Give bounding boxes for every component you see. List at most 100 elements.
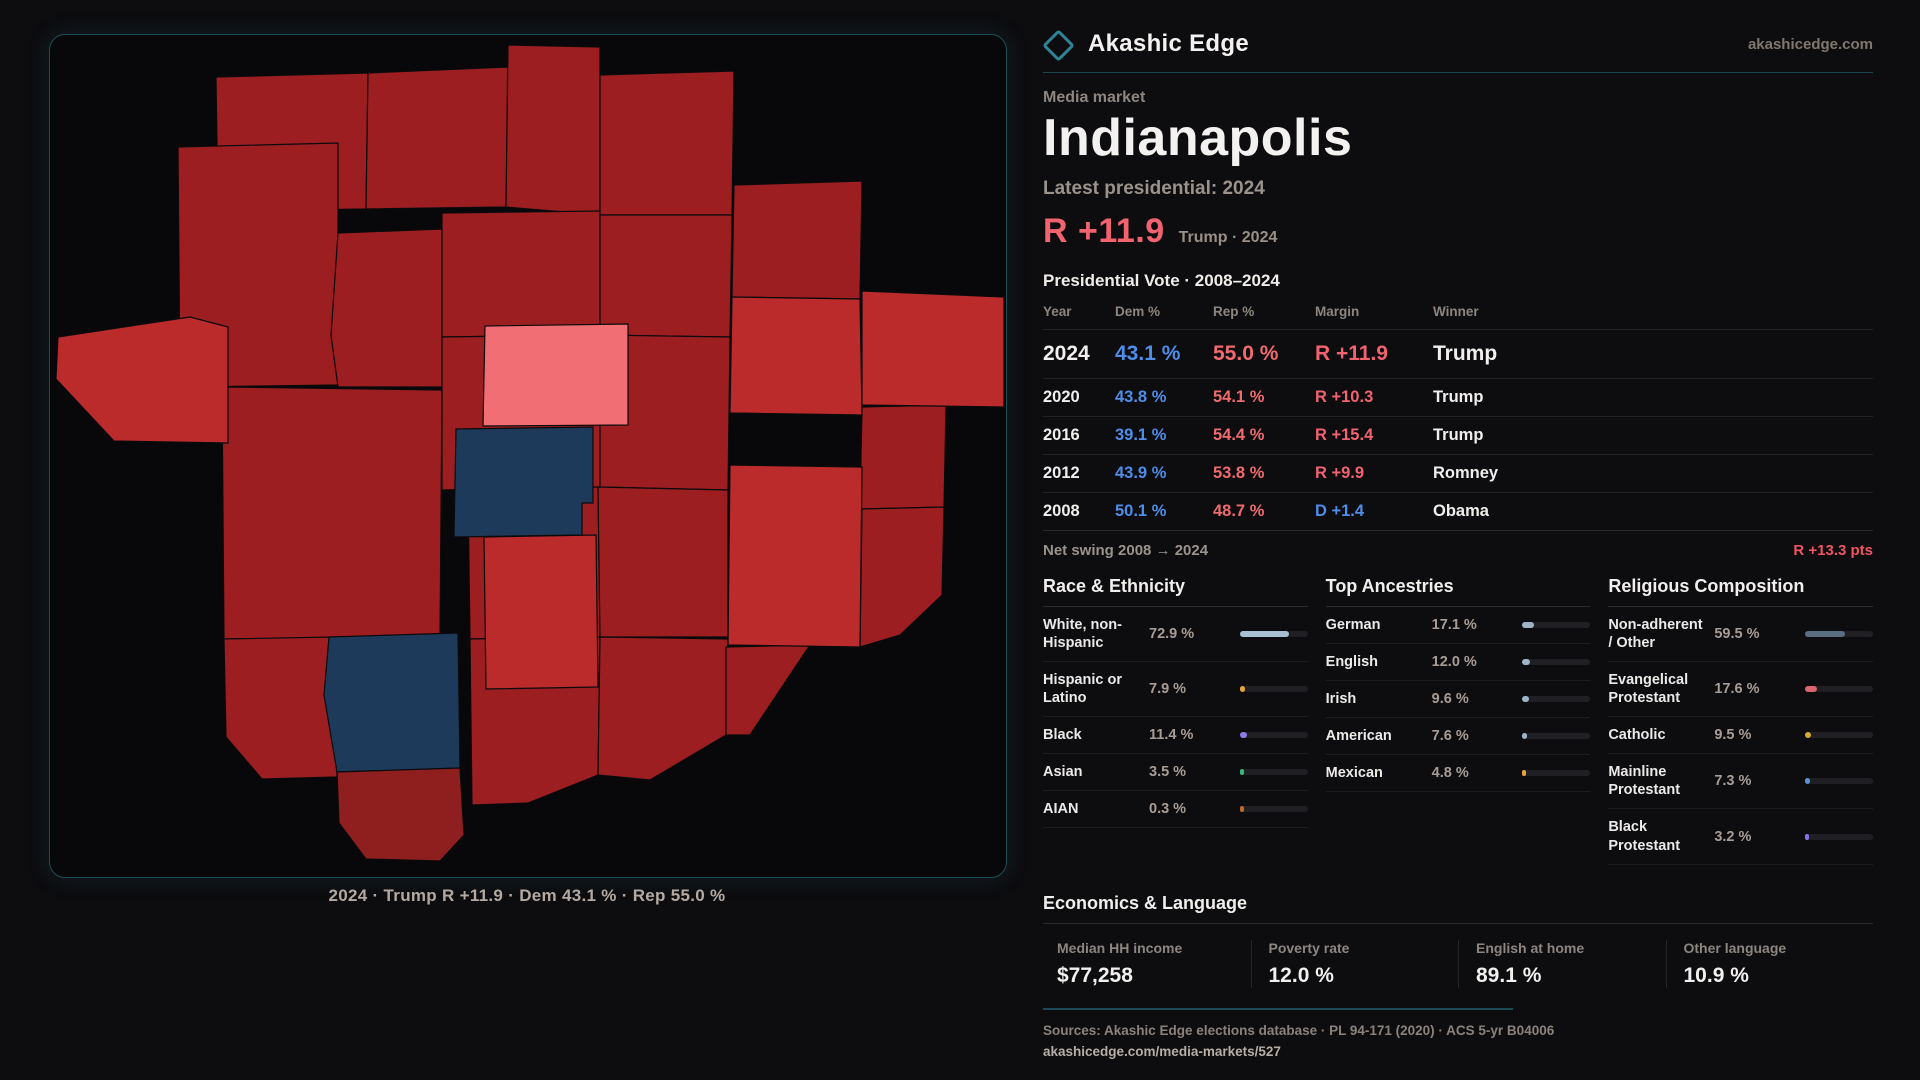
- demographic-bar-track: [1522, 695, 1591, 702]
- stat-value: 89.1 %: [1476, 963, 1542, 987]
- demographic-bar-track: [1522, 621, 1591, 628]
- vote-year: 2016: [1043, 425, 1080, 444]
- demographic-value: 17.1 %: [1431, 616, 1477, 633]
- demographic-value: 0.3 %: [1149, 801, 1187, 818]
- economics-stat: Other language 10.9 %: [1665, 939, 1874, 988]
- vote-winner: Trump: [1433, 425, 1484, 444]
- county-shape: [482, 323, 629, 427]
- demographic-row: AIAN 0.3 %: [1043, 791, 1308, 829]
- vote-table: Year Dem % Rep % Margin Winner 2024 43.1 % 55.…: [1043, 295, 1873, 572]
- county-shape: [365, 66, 509, 210]
- vote-table-title: Presidential Vote · 2008–2024: [1043, 270, 1280, 290]
- vote-table-header: Year Dem % Rep % Margin Winner: [1043, 295, 1873, 329]
- demographic-bar-fill: [1522, 695, 1529, 702]
- demographic-label: Irish: [1325, 690, 1357, 707]
- demographic-row: Black 11.4 %: [1043, 717, 1308, 755]
- demographic-label: White, non-Hispanic: [1043, 616, 1122, 651]
- demographic-label: Mainline Protestant: [1608, 764, 1681, 799]
- demographic-value: 7.9 %: [1149, 680, 1187, 697]
- county-shape: [221, 386, 443, 640]
- demographic-bar-fill: [1522, 770, 1527, 777]
- demographic-label: Hispanic or Latino: [1043, 671, 1122, 706]
- stat-value: $77,258: [1057, 963, 1133, 987]
- stat-value: 10.9 %: [1683, 963, 1749, 987]
- demographic-row: English 12.0 %: [1325, 644, 1591, 681]
- demographic-bar-track: [1804, 732, 1873, 739]
- latest-presidential-label: Latest presidential: 2024: [1043, 177, 1265, 199]
- county-shape: [729, 296, 863, 416]
- county-shape: [731, 180, 863, 300]
- demographic-value: 12.0 %: [1431, 653, 1477, 670]
- demographics-panel: Top Ancestries German 17.1 % English 12.0 % I…: [1325, 576, 1591, 865]
- economics-stats: Median HH income $77,258 Poverty rate 12.0 …: [1043, 939, 1874, 988]
- county-shape: [505, 44, 601, 216]
- demographic-label: Mexican: [1325, 765, 1383, 782]
- vote-dem-pct: 43.1 %: [1115, 341, 1181, 365]
- demographic-row: Irish 9.6 %: [1325, 681, 1591, 718]
- vote-margin: R +11.9: [1315, 341, 1388, 365]
- county-shape: [727, 464, 863, 648]
- county-shape: [330, 228, 443, 388]
- vote-rep-pct: 54.1 %: [1213, 387, 1265, 406]
- demographic-bar-fill: [1804, 833, 1810, 840]
- county-shape: [599, 70, 735, 216]
- demographic-row: Mexican 4.8 %: [1325, 755, 1591, 793]
- county-map-panel[interactable]: [49, 34, 1007, 878]
- stat-label: English at home: [1476, 939, 1585, 956]
- vote-column-header: Dem %: [1115, 303, 1161, 319]
- stat-label: Median HH income: [1057, 939, 1183, 956]
- demographic-value: 72.9 %: [1149, 625, 1195, 642]
- net-swing-label: Net swing 2008 → 2024: [1043, 541, 1209, 559]
- vote-table-row: 2008 50.1 % 48.7 % D +1.4 Obama: [1043, 491, 1873, 530]
- demographic-label: Black: [1043, 727, 1082, 744]
- demographic-row: Hispanic or Latino 7.9 %: [1043, 662, 1308, 718]
- vote-margin: R +10.3: [1315, 387, 1374, 406]
- demographic-value: 4.8 %: [1431, 765, 1469, 782]
- demographic-value: 7.6 %: [1431, 728, 1469, 745]
- brand-name: Akashic Edge: [1088, 30, 1249, 57]
- site-url-link[interactable]: akashicedge.com: [1747, 35, 1873, 53]
- demographic-bar-track: [1804, 778, 1873, 785]
- demographic-value: 9.6 %: [1431, 690, 1469, 707]
- vote-table-row: 2020 43.8 % 54.1 % R +10.3 Trump: [1043, 377, 1873, 416]
- county-shape: [55, 316, 229, 444]
- demographic-row: Black Protestant 3.2 %: [1608, 809, 1873, 865]
- demographic-label: English: [1325, 653, 1379, 670]
- demographic-row: Mainline Protestant 7.3 %: [1608, 754, 1873, 810]
- demographic-label: Catholic: [1608, 727, 1666, 744]
- demographic-label: Evangelical Protestant: [1608, 671, 1689, 706]
- margin-context: Trump · 2024: [1178, 228, 1278, 246]
- demographic-label: Non-adherent / Other: [1608, 616, 1703, 651]
- demographic-bar-track: [1804, 630, 1873, 637]
- vote-column-header: Margin: [1315, 303, 1360, 319]
- vote-margin: R +15.4: [1315, 425, 1374, 444]
- vote-column-header: Year: [1043, 303, 1072, 319]
- demographic-row: Non-adherent / Other 59.5 %: [1608, 607, 1873, 662]
- demographic-row: American 7.6 %: [1325, 718, 1591, 756]
- vote-winner: Romney: [1433, 463, 1499, 482]
- vote-year: 2020: [1043, 387, 1080, 406]
- demographic-value: 17.6 %: [1714, 680, 1760, 697]
- demographic-bar-fill: [1804, 732, 1812, 739]
- demographic-value: 3.5 %: [1149, 764, 1187, 781]
- demographic-bar-track: [1239, 732, 1308, 739]
- demographic-bar-fill: [1239, 630, 1290, 637]
- vote-year: 2012: [1043, 463, 1080, 482]
- vote-rep-pct: 55.0 %: [1213, 341, 1279, 365]
- vote-column-header: Rep %: [1213, 303, 1255, 319]
- county-choropleth-map: [55, 44, 1005, 862]
- vote-winner: Trump: [1433, 341, 1498, 365]
- vote-year: 2024: [1043, 341, 1090, 365]
- demographic-bar-track: [1239, 685, 1308, 692]
- vote-dem-pct: 50.1 %: [1115, 501, 1167, 520]
- economics-stat: English at home 89.1 %: [1458, 939, 1666, 988]
- demographics-panel: Race & Ethnicity White, non-Hispanic 72.9 …: [1043, 576, 1308, 865]
- demographic-bar-track: [1804, 833, 1873, 840]
- demographic-value: 9.5 %: [1714, 727, 1752, 744]
- demographic-bar-track: [1522, 770, 1591, 777]
- vote-dem-pct: 43.8 %: [1115, 387, 1167, 406]
- sources-permalink[interactable]: akashicedge.com/media-markets/527: [1043, 1044, 1281, 1060]
- demographic-row: Evangelical Protestant 17.6 %: [1608, 662, 1873, 718]
- county-shape: [597, 486, 729, 638]
- brand-diamond-icon: [1042, 28, 1075, 62]
